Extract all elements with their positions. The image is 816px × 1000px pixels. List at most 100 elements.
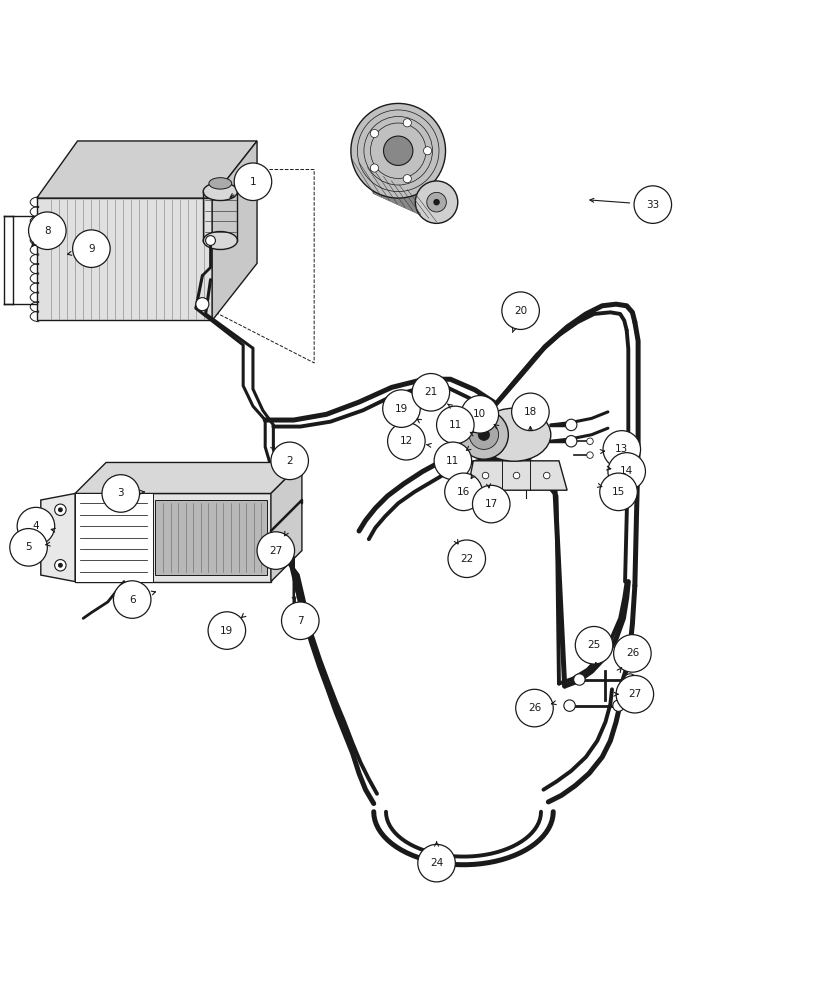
Text: 4: 4 — [33, 521, 39, 531]
Text: 17: 17 — [485, 499, 498, 509]
Circle shape — [58, 563, 63, 568]
Circle shape — [55, 504, 66, 516]
Circle shape — [442, 432, 450, 440]
Circle shape — [472, 485, 510, 523]
Ellipse shape — [203, 183, 237, 201]
Circle shape — [282, 602, 319, 640]
Polygon shape — [155, 500, 267, 575]
Circle shape — [277, 548, 291, 563]
Circle shape — [55, 560, 66, 571]
Circle shape — [434, 442, 472, 480]
Text: 10: 10 — [473, 409, 486, 419]
Circle shape — [388, 422, 425, 460]
Circle shape — [427, 192, 446, 212]
Circle shape — [459, 410, 508, 459]
Circle shape — [351, 103, 446, 198]
Circle shape — [113, 581, 151, 618]
Circle shape — [587, 438, 593, 445]
Circle shape — [469, 420, 499, 449]
Circle shape — [424, 147, 432, 155]
Circle shape — [608, 453, 645, 490]
Circle shape — [624, 674, 636, 685]
Text: 11: 11 — [446, 456, 459, 466]
Text: 25: 25 — [588, 640, 601, 650]
Text: 8: 8 — [44, 226, 51, 236]
Text: 16: 16 — [457, 487, 470, 497]
Polygon shape — [37, 198, 212, 320]
Circle shape — [600, 473, 637, 511]
Text: 24: 24 — [430, 858, 443, 868]
Circle shape — [206, 236, 215, 245]
Circle shape — [370, 129, 379, 138]
Circle shape — [603, 431, 641, 468]
Polygon shape — [75, 462, 302, 493]
Polygon shape — [271, 462, 302, 582]
Text: 18: 18 — [524, 407, 537, 417]
Circle shape — [257, 532, 295, 569]
Circle shape — [634, 186, 672, 223]
Text: 27: 27 — [628, 689, 641, 699]
Text: 20: 20 — [514, 306, 527, 316]
Circle shape — [102, 475, 140, 512]
Text: 14: 14 — [620, 466, 633, 476]
Circle shape — [516, 689, 553, 727]
Ellipse shape — [477, 408, 551, 461]
Circle shape — [437, 406, 474, 444]
Polygon shape — [75, 493, 153, 582]
Circle shape — [383, 390, 420, 427]
Text: 6: 6 — [129, 595, 135, 605]
Circle shape — [234, 163, 272, 201]
Circle shape — [512, 393, 549, 431]
Text: 12: 12 — [400, 436, 413, 446]
Text: 3: 3 — [118, 488, 124, 498]
Polygon shape — [468, 461, 567, 490]
Circle shape — [73, 230, 110, 267]
Text: 19: 19 — [220, 626, 233, 636]
Polygon shape — [37, 141, 257, 198]
Circle shape — [58, 507, 63, 512]
Circle shape — [613, 700, 624, 711]
Circle shape — [415, 181, 458, 223]
Text: 27: 27 — [269, 546, 282, 556]
Circle shape — [565, 419, 577, 431]
Text: 22: 22 — [460, 554, 473, 564]
Text: 21: 21 — [424, 387, 437, 397]
Circle shape — [482, 472, 489, 479]
Circle shape — [445, 473, 482, 511]
Circle shape — [574, 674, 585, 685]
Circle shape — [17, 507, 55, 545]
Circle shape — [196, 298, 209, 311]
Text: 5: 5 — [25, 542, 32, 552]
Text: 13: 13 — [615, 444, 628, 454]
Circle shape — [565, 436, 577, 447]
Circle shape — [29, 212, 66, 249]
Text: 2: 2 — [286, 456, 293, 466]
Polygon shape — [41, 493, 75, 582]
Circle shape — [513, 472, 520, 479]
Text: 33: 33 — [646, 200, 659, 210]
Circle shape — [403, 119, 411, 127]
Circle shape — [478, 429, 490, 440]
Circle shape — [575, 626, 613, 664]
Circle shape — [461, 396, 499, 433]
Polygon shape — [212, 141, 257, 320]
Text: 26: 26 — [626, 648, 639, 658]
Circle shape — [208, 612, 246, 649]
Circle shape — [403, 175, 411, 183]
Polygon shape — [75, 493, 271, 582]
Polygon shape — [352, 159, 437, 222]
Text: 26: 26 — [528, 703, 541, 713]
Circle shape — [448, 540, 486, 578]
Circle shape — [384, 136, 413, 165]
Ellipse shape — [203, 232, 237, 249]
Text: 7: 7 — [297, 616, 304, 626]
Text: 9: 9 — [88, 244, 95, 254]
Ellipse shape — [209, 178, 232, 189]
Circle shape — [412, 374, 450, 411]
Circle shape — [271, 442, 308, 480]
Circle shape — [616, 675, 654, 713]
Circle shape — [587, 452, 593, 458]
Circle shape — [370, 164, 379, 172]
Text: 11: 11 — [449, 420, 462, 430]
Circle shape — [543, 472, 550, 479]
